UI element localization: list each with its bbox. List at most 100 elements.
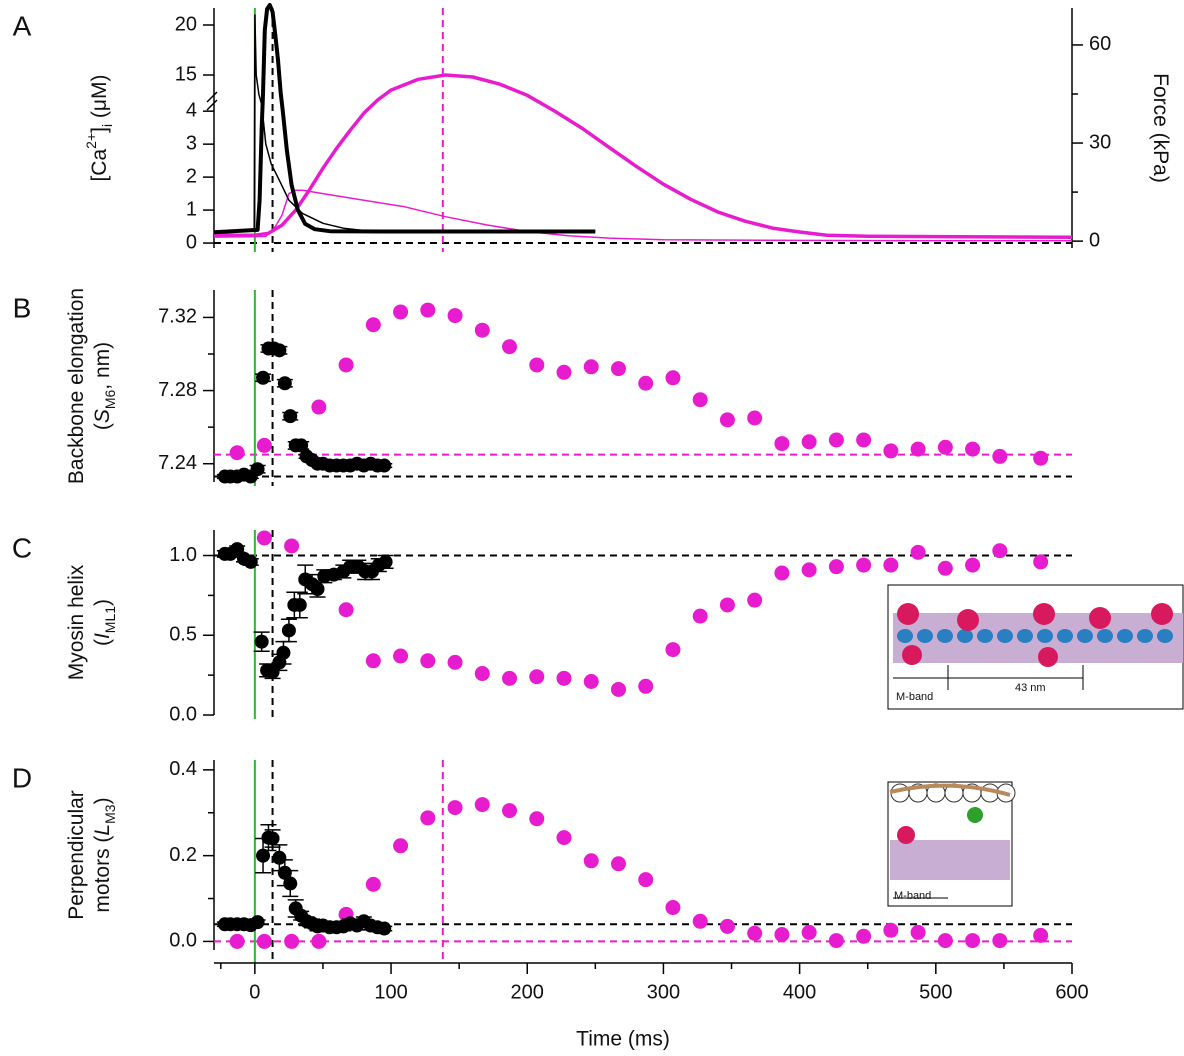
data-point xyxy=(610,361,626,377)
tick-label: 2 xyxy=(186,165,197,187)
data-point xyxy=(883,922,899,938)
axis-label-part: ( xyxy=(91,639,114,646)
data-point xyxy=(801,562,817,578)
data-point xyxy=(828,933,844,949)
data-point xyxy=(265,831,280,846)
tick-label: 0.0 xyxy=(169,703,197,725)
data-point xyxy=(965,933,981,949)
data-point xyxy=(774,927,790,943)
axis-label-part: ) xyxy=(91,797,114,804)
data-point xyxy=(284,538,300,554)
data-point xyxy=(529,357,545,373)
data-point xyxy=(529,811,545,827)
data-point xyxy=(638,678,654,694)
trace xyxy=(214,73,1073,239)
data-point xyxy=(272,850,287,865)
data-point xyxy=(377,458,392,473)
data-point xyxy=(747,592,763,608)
data-point xyxy=(420,810,436,826)
tick-label: 600 xyxy=(1055,981,1088,1003)
tick-label: 0 xyxy=(186,231,197,253)
bead-row xyxy=(897,629,1173,643)
data-point xyxy=(910,441,926,457)
axis-label-part: Myosin helix xyxy=(65,564,88,680)
data-point xyxy=(277,865,292,880)
data-point xyxy=(992,543,1008,559)
axis-label-part: M3 xyxy=(102,804,118,824)
data-point xyxy=(856,432,872,448)
panel-letter: A xyxy=(13,10,32,41)
tick-label: 300 xyxy=(647,981,680,1003)
data-point xyxy=(292,597,307,612)
inset-label: M-band xyxy=(896,691,933,703)
axis-label-part: , nm) xyxy=(91,342,114,390)
data-point xyxy=(828,432,844,448)
data-point xyxy=(310,582,325,597)
data-point xyxy=(256,530,272,546)
axis-label-part: L xyxy=(91,824,114,836)
data-point xyxy=(992,448,1008,464)
axis-label-part: i xyxy=(99,124,115,127)
binding-protein xyxy=(967,807,983,823)
inset-filament xyxy=(887,584,1184,710)
data-point xyxy=(283,409,298,424)
data-point xyxy=(474,797,490,813)
x-axis-label: Time (ms) xyxy=(576,1028,670,1051)
panel-letter: C xyxy=(12,532,32,563)
axis-label-part: (μM) xyxy=(88,74,111,123)
tick-label: 0.5 xyxy=(169,624,197,646)
axis-label-part: motors ( xyxy=(91,836,114,913)
axis-label: (SM6, nm) xyxy=(91,342,118,430)
data-point xyxy=(276,645,291,660)
data-point xyxy=(856,928,872,944)
backbone xyxy=(890,840,1010,880)
tick-label: 20 xyxy=(175,13,197,35)
data-point xyxy=(393,304,409,320)
data-point xyxy=(1033,554,1049,570)
data-point xyxy=(965,441,981,457)
data-point xyxy=(883,557,899,573)
tick-label: 0.4 xyxy=(169,758,197,780)
data-point xyxy=(965,557,981,573)
tick-label: 100 xyxy=(374,981,407,1003)
tick-label: 500 xyxy=(919,981,952,1003)
data-point xyxy=(243,554,258,569)
data-point xyxy=(474,322,490,338)
data-point xyxy=(254,634,269,649)
data-point xyxy=(250,915,265,930)
axis-label-part: Backbone elongation xyxy=(65,288,88,484)
inset-label: M-band xyxy=(894,890,931,902)
tick-label: 3 xyxy=(186,132,197,154)
data-point xyxy=(283,876,298,891)
axis-label-part: Force (kPa) xyxy=(1149,73,1172,183)
tick-label: 15 xyxy=(175,63,197,85)
axis-label-part: I xyxy=(91,633,114,639)
tick-label: 200 xyxy=(511,981,544,1003)
data-point xyxy=(937,439,953,455)
panel-letter: D xyxy=(12,762,32,793)
data-point xyxy=(801,924,817,940)
axis-label: Backbone elongation xyxy=(65,288,88,484)
data-point xyxy=(692,392,708,408)
data-point xyxy=(774,436,790,452)
axis-label-part: S xyxy=(91,409,114,423)
data-point xyxy=(665,642,681,658)
data-point xyxy=(277,376,292,391)
data-point xyxy=(556,830,572,846)
data-point xyxy=(256,437,272,453)
data-point xyxy=(910,544,926,560)
axis-label: Perpendicular xyxy=(65,790,88,920)
data-point xyxy=(365,653,381,669)
data-point xyxy=(256,848,271,863)
tick-label: 0 xyxy=(1089,229,1100,251)
data-point xyxy=(311,399,327,415)
data-point xyxy=(502,339,518,355)
trace xyxy=(214,14,596,232)
tick-label: 1.0 xyxy=(169,544,197,566)
tick-label: 0.0 xyxy=(169,930,197,952)
axis-label-part: ] xyxy=(88,127,111,133)
data-point xyxy=(338,602,354,618)
data-point xyxy=(665,370,681,386)
